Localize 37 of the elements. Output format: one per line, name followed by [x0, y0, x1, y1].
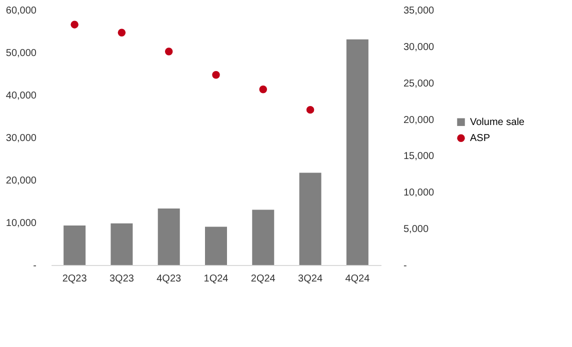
y-tick-label: 50,000: [6, 48, 37, 59]
x-tick-label: 1Q24: [204, 274, 229, 284]
y2-tick-label: 20,000: [404, 114, 435, 126]
y2-tick-label: 30,000: [404, 42, 435, 53]
bar: [252, 210, 274, 265]
bar: [110, 223, 133, 265]
y-tick-label: -: [33, 260, 36, 272]
bar: [299, 172, 322, 265]
y2-tick-label: -: [404, 260, 407, 272]
x-tick-label: 2Q23: [62, 274, 88, 284]
point: [118, 28, 126, 36]
bar: [346, 39, 368, 265]
y-tick-label: 30,000: [6, 133, 37, 144]
y2-tick-label: 5,000: [404, 224, 429, 236]
x-tick-label: 4Q24: [345, 274, 370, 284]
y2-tick-label: 15,000: [404, 151, 435, 162]
legend-label: ASP: [470, 133, 490, 144]
x-tick-label: 2Q24: [250, 274, 276, 284]
bar: [158, 208, 180, 265]
y2-tick-label: 25,000: [404, 78, 435, 90]
legend-label: Volume sale: [470, 117, 525, 128]
x-tick-label: 3Q23: [109, 274, 134, 284]
x-tick-label: 4Q23: [156, 274, 182, 284]
point: [306, 106, 314, 114]
x-tick-label: 3Q24: [298, 274, 323, 284]
y-tick-label: 20,000: [6, 176, 37, 186]
y2-tick-label: 35,000: [404, 6, 435, 16]
y-tick-label: 10,000: [6, 218, 37, 229]
y2-tick-label: 10,000: [404, 188, 435, 199]
point: [70, 20, 78, 28]
y-tick-label: 40,000: [6, 90, 37, 102]
bar: [64, 225, 86, 265]
point: [259, 86, 268, 94]
point: [212, 70, 220, 79]
y-tick-label: 60,000: [6, 6, 37, 16]
point: [164, 48, 173, 56]
bar: [205, 226, 227, 265]
